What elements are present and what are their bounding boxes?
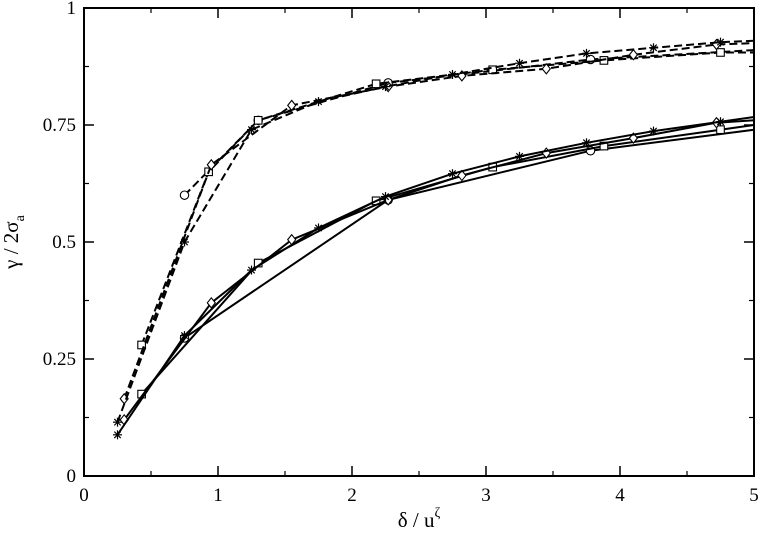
asterisk-stroke	[649, 44, 658, 52]
asterisk-marker	[582, 138, 591, 148]
asterisk-stroke	[716, 38, 725, 46]
asterisk-stroke	[716, 118, 725, 126]
asterisk-marker	[448, 169, 457, 179]
series-line	[140, 124, 755, 395]
x-tick-label: 4	[615, 485, 625, 506]
series-line	[116, 39, 755, 423]
asterisk-marker	[448, 69, 457, 79]
y-tick-label: 0	[67, 466, 77, 487]
x-tick-label: 3	[481, 485, 491, 506]
asterisk-stroke	[515, 152, 524, 160]
asterisk-marker	[582, 48, 591, 58]
series-dashed-square	[137, 48, 754, 350]
y-axis-label-subscript: a	[13, 214, 28, 221]
asterisk-stroke	[180, 331, 189, 340]
asterisk-marker	[247, 265, 256, 275]
series-line	[140, 51, 754, 346]
diamond-marker	[628, 48, 639, 61]
y-axis-label-main: γ / 2σ	[0, 221, 23, 269]
asterisk-marker	[649, 43, 658, 53]
x-tick-label: 0	[79, 485, 89, 506]
square-marker	[716, 48, 725, 57]
y-tick-label: 1	[67, 0, 77, 19]
series-dashed-diamond	[119, 38, 755, 405]
square-marker	[253, 115, 263, 125]
asterisk-marker	[649, 126, 658, 136]
asterisk-marker	[314, 223, 323, 233]
asterisk-stroke	[448, 170, 457, 178]
square-marker	[716, 125, 725, 135]
asterisk-stroke	[180, 238, 189, 246]
asterisk-marker	[113, 430, 122, 440]
asterisk-stroke	[314, 97, 323, 106]
series-layer	[113, 37, 755, 440]
asterisk-marker	[515, 58, 524, 68]
asterisk-marker	[381, 192, 390, 202]
tick-labels: 0 1 2 3 4 5 0 0.25 0.5 0.75 1	[43, 0, 759, 506]
asterisk-marker	[113, 417, 122, 427]
asterisk-stroke	[381, 82, 390, 91]
asterisk-marker	[247, 125, 256, 135]
asterisk-stroke	[247, 126, 256, 134]
axis-ticks	[83, 7, 755, 477]
square-marker	[371, 79, 381, 89]
asterisk-stroke	[448, 70, 457, 79]
asterisk-stroke	[113, 431, 122, 439]
asterisk-marker	[716, 37, 725, 47]
diamond-marker	[206, 296, 217, 309]
y-tick-label: 0.5	[52, 232, 76, 253]
circle-marker	[179, 190, 190, 200]
y-tick-label: 0.25	[43, 349, 76, 370]
series-solid-circle	[179, 128, 755, 343]
y-tick-label: 0.75	[43, 115, 76, 136]
asterisk-marker	[314, 97, 323, 107]
asterisk-marker	[180, 237, 189, 247]
asterisk-marker	[180, 331, 189, 341]
series-solid-diamond	[119, 116, 755, 426]
diamond-marker	[206, 158, 217, 171]
asterisk-stroke	[515, 59, 524, 67]
square-marker	[137, 340, 146, 350]
series-dashed-asterisk	[113, 37, 755, 427]
asterisk-marker	[716, 117, 725, 127]
x-axis-label: δ / uζ	[398, 506, 441, 532]
asterisk-stroke	[649, 127, 658, 135]
asterisk-stroke	[582, 49, 591, 58]
diamond-marker	[286, 99, 297, 112]
diamond-marker	[457, 169, 467, 182]
y-axis-label: γ / 2σa	[0, 214, 28, 269]
asterisk-stroke	[381, 192, 390, 201]
series-line	[123, 42, 755, 400]
x-tick-label: 5	[749, 485, 759, 506]
series-solid-asterisk	[113, 116, 755, 440]
x-axis-label-superscript: ζ	[434, 506, 440, 521]
asterisk-marker	[515, 151, 524, 161]
series-line	[183, 128, 755, 339]
x-tick-label: 1	[213, 485, 223, 506]
x-tick-label: 2	[347, 485, 357, 506]
asterisk-stroke	[314, 224, 323, 232]
asterisk-stroke	[247, 266, 256, 274]
asterisk-marker	[381, 82, 390, 92]
asterisk-stroke	[113, 418, 122, 426]
x-axis-label-main: δ / u	[398, 508, 435, 532]
asterisk-stroke	[582, 139, 591, 147]
diamond-marker	[541, 62, 552, 75]
series-line	[123, 119, 755, 421]
